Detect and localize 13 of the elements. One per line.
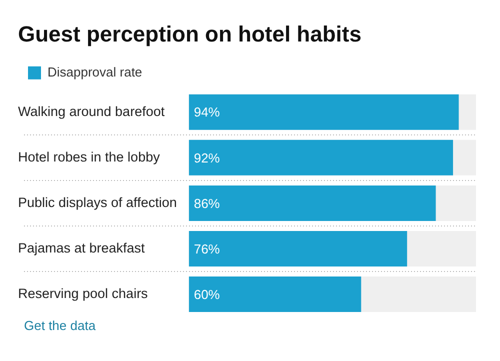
data-label: 60% (194, 286, 220, 302)
data-label: 92% (194, 150, 220, 166)
legend-label: Disapproval rate (48, 64, 142, 80)
text: Get the data (24, 318, 96, 333)
y-tick-label: Walking around barefoot (18, 104, 165, 119)
data-label: 86% (194, 196, 220, 211)
y-tick-label: Pajamas at breakfast (18, 240, 146, 256)
chart-title: Guest perception on hotel habits (18, 21, 362, 46)
y-tick-label: Reserving pool chairs (18, 286, 148, 301)
y-tick-label: Hotel robes in the lobby (18, 149, 160, 164)
data-label: 94% (194, 104, 220, 120)
data-label: 76% (194, 241, 220, 256)
y-tick-label: Public displays of affection (18, 194, 177, 210)
